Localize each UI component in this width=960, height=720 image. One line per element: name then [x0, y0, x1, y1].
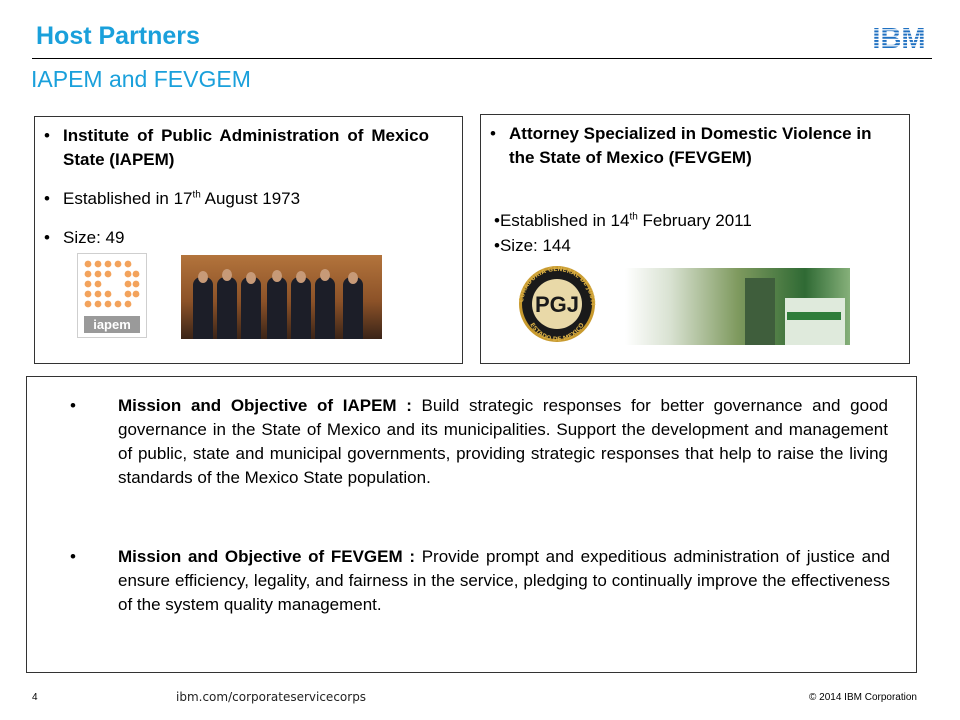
- building-photo: [625, 268, 850, 345]
- mission-panel: [26, 376, 917, 673]
- iapem-size: Size: 49: [63, 228, 125, 247]
- fevgem-name: Attorney Specialized in Domestic Violenc…: [509, 124, 872, 167]
- iapem-logo-text: iapem: [84, 316, 140, 333]
- bullet: •: [44, 189, 50, 208]
- copyright: © 2014 IBM Corporation: [809, 692, 917, 703]
- bullet: •: [490, 124, 496, 143]
- svg-text:PGJ: PGJ: [535, 292, 579, 317]
- bullet: •: [70, 547, 76, 566]
- fevgem-established: •Established in 14th February 2011: [494, 211, 752, 230]
- fevgem-size: •Size: 144: [494, 236, 571, 255]
- group-photo: [181, 255, 382, 339]
- pgj-seal: PROCURADURIA GENERAL DE JUSTICIA ESTADO …: [509, 265, 596, 343]
- bullet: •: [70, 396, 76, 415]
- svg-text:IBM: IBM: [872, 24, 925, 50]
- title-divider: [32, 58, 932, 59]
- fevgem-mission-text: Provide prompt and expeditious administr…: [118, 547, 890, 614]
- page-title: Host Partners: [36, 22, 200, 50]
- fevgem-mission: • Mission and Objective of FEVGEM : Prov…: [70, 545, 890, 617]
- iapem-name-item: • Institute of Public Administration of …: [44, 124, 429, 172]
- page-subtitle: IAPEM and FEVGEM: [31, 66, 251, 92]
- iapem-established-item: • Established in 17th August 1973: [44, 187, 444, 211]
- page-number: 4: [32, 692, 38, 703]
- fevgem-mission-label: Mission and Objective of FEVGEM :: [118, 547, 422, 566]
- fevgem-name-item: • Attorney Specialized in Domestic Viole…: [490, 122, 890, 170]
- iapem-name: Institute of Public Administration of Me…: [63, 126, 429, 169]
- iapem-logo: iapem: [77, 253, 147, 338]
- iapem-mission: • Mission and Objective of IAPEM : Build…: [70, 394, 888, 490]
- footer-url[interactable]: ibm.com/corporateservicecorps: [176, 690, 367, 704]
- iapem-logo-icon: [84, 260, 140, 308]
- bullet: •: [44, 228, 50, 247]
- ibm-logo: IBM: [872, 24, 925, 50]
- iapem-mission-label: Mission and Objective of IAPEM :: [118, 396, 422, 415]
- fevgem-established-item: •Established in 14th February 2011: [494, 209, 894, 233]
- iapem-established: Established in 17th August 1973: [63, 189, 301, 208]
- iapem-mission-text: Build strategic responses for better gov…: [118, 396, 888, 487]
- bullet: •: [44, 126, 50, 145]
- iapem-size-item: • Size: 49: [44, 226, 344, 250]
- fevgem-size-item: •Size: 144: [494, 234, 794, 258]
